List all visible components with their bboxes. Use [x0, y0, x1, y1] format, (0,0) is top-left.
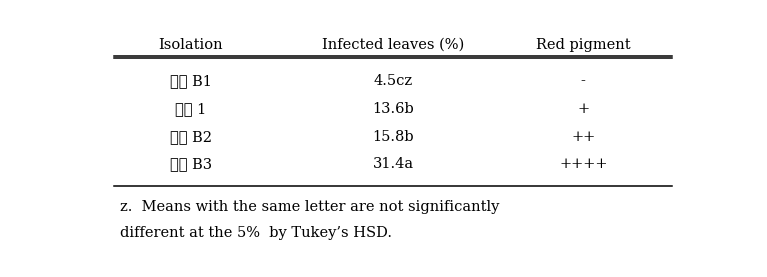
Text: ++: ++	[571, 130, 595, 144]
Text: Red pigment: Red pigment	[536, 38, 630, 52]
Text: 영월 1: 영월 1	[176, 102, 206, 116]
Text: 31.4a: 31.4a	[373, 157, 413, 171]
Text: z.  Means with the same letter are not significantly: z. Means with the same letter are not si…	[120, 200, 499, 214]
Text: 13.6b: 13.6b	[372, 102, 414, 116]
Text: 황간 B2: 황간 B2	[170, 130, 212, 144]
Text: 김천 B1: 김천 B1	[170, 74, 212, 88]
Text: Isolation: Isolation	[159, 38, 223, 52]
Text: +: +	[578, 102, 589, 116]
Text: ++++: ++++	[559, 157, 607, 171]
Text: 15.8b: 15.8b	[372, 130, 414, 144]
Text: -: -	[581, 74, 586, 88]
Text: 김천 B3: 김천 B3	[170, 157, 212, 171]
Text: different at the 5%  by Tukey’s HSD.: different at the 5% by Tukey’s HSD.	[120, 226, 392, 240]
Text: 4.5cz: 4.5cz	[374, 74, 413, 88]
Text: Infected leaves (%): Infected leaves (%)	[322, 38, 464, 52]
